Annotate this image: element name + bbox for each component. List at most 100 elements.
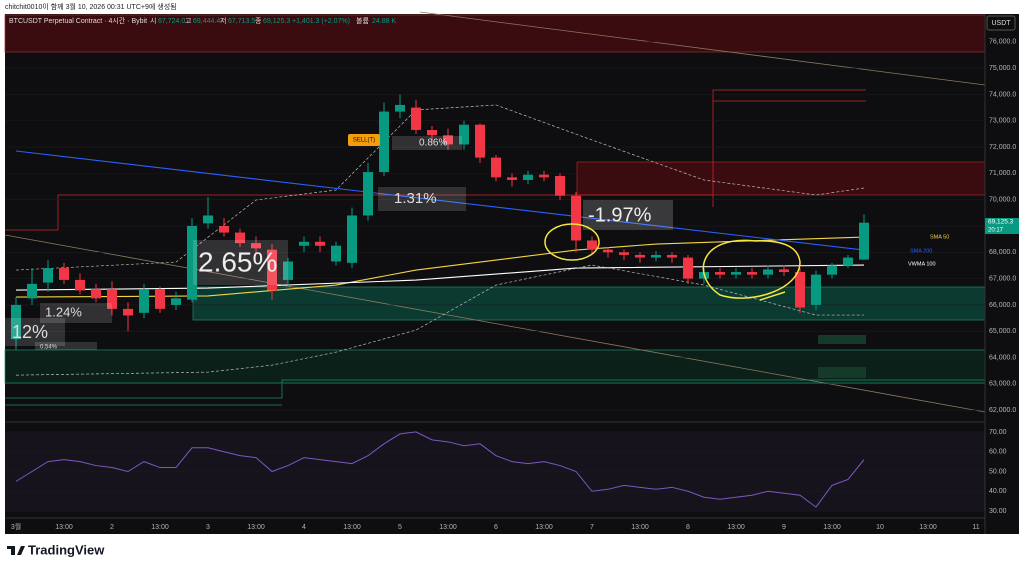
ohlc-value: 67,713.5 bbox=[228, 18, 255, 25]
ohlc-label: 시 bbox=[150, 17, 156, 25]
y-tick-label: 68,000.0 bbox=[989, 249, 1016, 256]
candle-body bbox=[203, 215, 213, 224]
y-tick-label: 66,000.0 bbox=[989, 302, 1016, 309]
candle-body bbox=[171, 298, 181, 305]
y-tick-label: 65,000.0 bbox=[989, 328, 1016, 335]
candle-body bbox=[859, 222, 869, 260]
candle-body bbox=[235, 232, 245, 244]
candle-body bbox=[107, 289, 117, 309]
legend-label: SMA 50 bbox=[930, 234, 949, 240]
candle-body bbox=[507, 177, 517, 180]
candle-body bbox=[139, 289, 149, 313]
candle-body bbox=[747, 272, 757, 275]
y-tick-label: 60.00 bbox=[989, 449, 1007, 456]
candle-body bbox=[283, 261, 293, 280]
x-tick-label: 10 bbox=[876, 524, 884, 531]
candle-body bbox=[827, 265, 837, 275]
pct-box bbox=[193, 240, 288, 285]
candle-body bbox=[843, 257, 853, 266]
candle-body bbox=[555, 176, 565, 196]
legend-label: SMA 200 bbox=[910, 248, 932, 254]
candle-body bbox=[795, 272, 805, 308]
change: +1,401.3 (+2.07%) bbox=[292, 18, 350, 25]
candle-body bbox=[459, 124, 469, 145]
candle-body bbox=[571, 195, 581, 241]
candle-body bbox=[331, 245, 341, 262]
candle-body bbox=[523, 174, 533, 180]
x-tick-label: 13:00 bbox=[151, 524, 169, 531]
zone-outline bbox=[5, 89, 866, 231]
x-tick-label: 13:00 bbox=[727, 524, 745, 531]
pct-label: -1.97% bbox=[588, 204, 652, 226]
pct-box bbox=[583, 200, 673, 230]
candle-body bbox=[491, 157, 501, 178]
volume-label: 볼륨 bbox=[356, 16, 369, 25]
candle-body bbox=[539, 174, 549, 178]
candle-body bbox=[411, 107, 421, 130]
candle-body bbox=[651, 254, 661, 258]
zone bbox=[818, 335, 866, 344]
x-tick-label: 13:00 bbox=[823, 524, 841, 531]
candle-body bbox=[27, 283, 37, 299]
y-tick-label: 70.00 bbox=[989, 429, 1007, 436]
candle-body bbox=[475, 124, 485, 158]
pct-box bbox=[392, 136, 462, 150]
candle-body bbox=[155, 289, 165, 309]
indicator-line bbox=[15, 264, 864, 376]
candle-body bbox=[91, 289, 101, 299]
pct-label: 0.86% bbox=[419, 138, 447, 149]
ohlc-value: 69,444.4 bbox=[193, 18, 220, 25]
pct-label: 2.65% bbox=[198, 246, 277, 277]
candle-body bbox=[363, 172, 373, 216]
candle-body bbox=[347, 215, 357, 263]
trendline bbox=[419, 11, 986, 86]
ohlc-label: 고 bbox=[185, 17, 192, 25]
x-tick-label: 7 bbox=[590, 524, 594, 531]
attribution: chitchit0010이 함께 3월 10, 2026 00:31 UTC+9… bbox=[5, 2, 177, 11]
y-tick-label: 63,000.0 bbox=[989, 381, 1016, 388]
supply-zone bbox=[576, 161, 986, 196]
x-tick-label: 6 bbox=[494, 524, 498, 531]
ohlc-label: 저 bbox=[220, 16, 226, 25]
ohlc-value: 67,724.0 bbox=[158, 18, 185, 25]
x-tick-label: 13:00 bbox=[535, 524, 553, 531]
pct-box bbox=[378, 187, 466, 211]
candle-body bbox=[443, 135, 453, 145]
candle-body bbox=[379, 111, 389, 173]
candle-body bbox=[811, 274, 821, 305]
candle-body bbox=[635, 254, 645, 258]
candle-body bbox=[43, 268, 53, 283]
candle-body bbox=[75, 279, 85, 291]
y-tick-label: 70,000.0 bbox=[989, 197, 1016, 204]
candle-body bbox=[587, 240, 597, 250]
y-tick-label: 62,000.0 bbox=[989, 407, 1016, 414]
y-tick-label: 71,000.0 bbox=[989, 170, 1016, 177]
candle-body bbox=[763, 269, 773, 275]
rsi-line bbox=[15, 431, 865, 508]
x-tick-label: 3 bbox=[206, 524, 210, 531]
highlight-circle bbox=[702, 239, 801, 301]
y-tick-label: 64,000.0 bbox=[989, 354, 1016, 361]
ohlc-label: 종 bbox=[255, 17, 262, 25]
y-tick-label: 75,000.0 bbox=[989, 65, 1016, 72]
x-tick-label: 11 bbox=[972, 524, 979, 531]
pct-label: 12% bbox=[12, 322, 48, 342]
candle-body bbox=[395, 104, 405, 112]
x-tick-label: 13:00 bbox=[343, 524, 361, 531]
candle-body bbox=[267, 249, 277, 291]
currency-box[interactable] bbox=[986, 15, 1016, 31]
candle-body bbox=[731, 272, 741, 275]
x-tick-label: 2 bbox=[110, 524, 114, 531]
y-tick-label: 50.00 bbox=[989, 468, 1007, 475]
y-tick-label: 72,000.0 bbox=[989, 144, 1016, 151]
pct-label: 1.31% bbox=[394, 190, 437, 207]
x-tick-label: 13:00 bbox=[919, 524, 937, 531]
candle-body bbox=[123, 308, 133, 316]
indicator-line bbox=[15, 236, 865, 298]
candle-body bbox=[619, 252, 629, 255]
currency[interactable]: USDT bbox=[991, 20, 1011, 27]
candle-body bbox=[11, 304, 21, 340]
x-tick-label: 13:00 bbox=[631, 524, 649, 531]
price-tag bbox=[985, 218, 1019, 234]
